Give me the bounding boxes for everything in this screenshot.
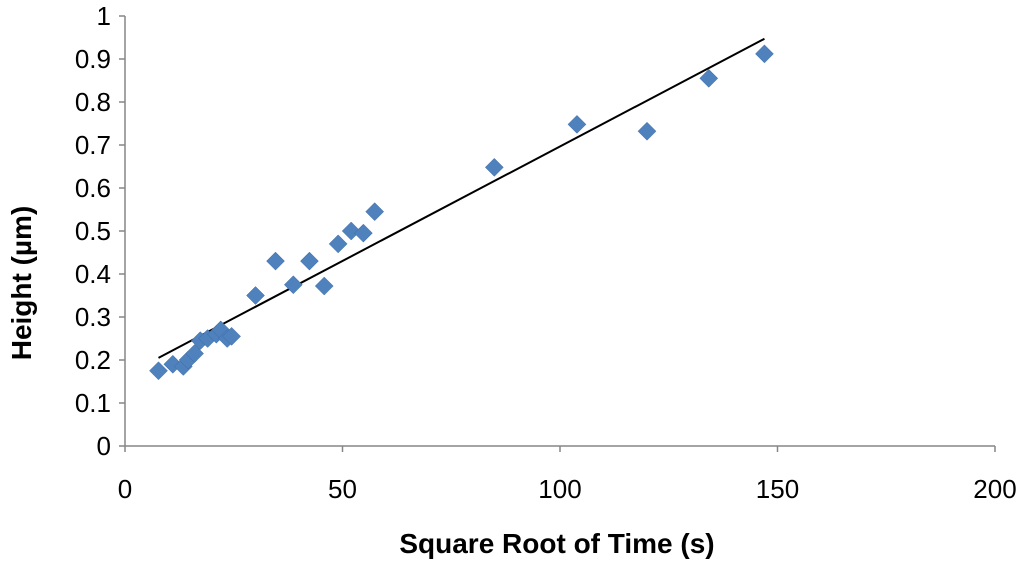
y-tick-label: 0.2 bbox=[75, 345, 111, 375]
data-point bbox=[365, 202, 385, 222]
y-tick-label: 0.1 bbox=[75, 388, 111, 418]
data-point bbox=[246, 286, 265, 305]
x-tick-label: 100 bbox=[538, 474, 581, 504]
x-tick-label: 150 bbox=[756, 474, 799, 504]
y-tick-label: 0.6 bbox=[75, 173, 111, 203]
x-tick-label: 200 bbox=[973, 474, 1016, 504]
data-point bbox=[328, 234, 348, 254]
y-axis-title: Height (µm) bbox=[6, 206, 37, 361]
data-point bbox=[185, 344, 204, 363]
x-axis-title: Square Root of Time (s) bbox=[399, 528, 714, 559]
data-point bbox=[283, 275, 303, 295]
axes: 0 0.1 0.2 0.3 0.4 0.5 0.6 0.7 0.8 0.9 1 0 50 100 150 20… bbox=[75, 1, 1017, 504]
x-tick-label: 50 bbox=[328, 474, 357, 504]
data-point bbox=[314, 276, 334, 296]
data-point bbox=[484, 158, 504, 177]
data-point bbox=[266, 251, 285, 271]
y-tick-label: 0.9 bbox=[75, 44, 111, 74]
data-point bbox=[300, 251, 319, 271]
data-point bbox=[222, 326, 241, 346]
y-tick-label: 0.5 bbox=[75, 216, 111, 246]
y-tick-label: 0.3 bbox=[75, 302, 111, 332]
data-point bbox=[699, 68, 719, 88]
data-point bbox=[354, 223, 373, 243]
trendline-line bbox=[158, 37, 765, 359]
trendline bbox=[158, 37, 765, 359]
data-point bbox=[567, 115, 587, 134]
data-point bbox=[637, 121, 657, 141]
data-point bbox=[755, 44, 774, 64]
data-point bbox=[149, 361, 168, 381]
y-tick-label: 0.7 bbox=[75, 130, 111, 160]
data-point bbox=[341, 221, 361, 241]
y-tick-label: 1 bbox=[97, 1, 111, 31]
data-points bbox=[149, 44, 774, 381]
y-tick-label: 0.4 bbox=[75, 259, 111, 289]
x-tick-label: 0 bbox=[118, 474, 132, 504]
y-tick-label: 0 bbox=[97, 431, 111, 461]
y-tick-label: 0.8 bbox=[75, 87, 111, 117]
